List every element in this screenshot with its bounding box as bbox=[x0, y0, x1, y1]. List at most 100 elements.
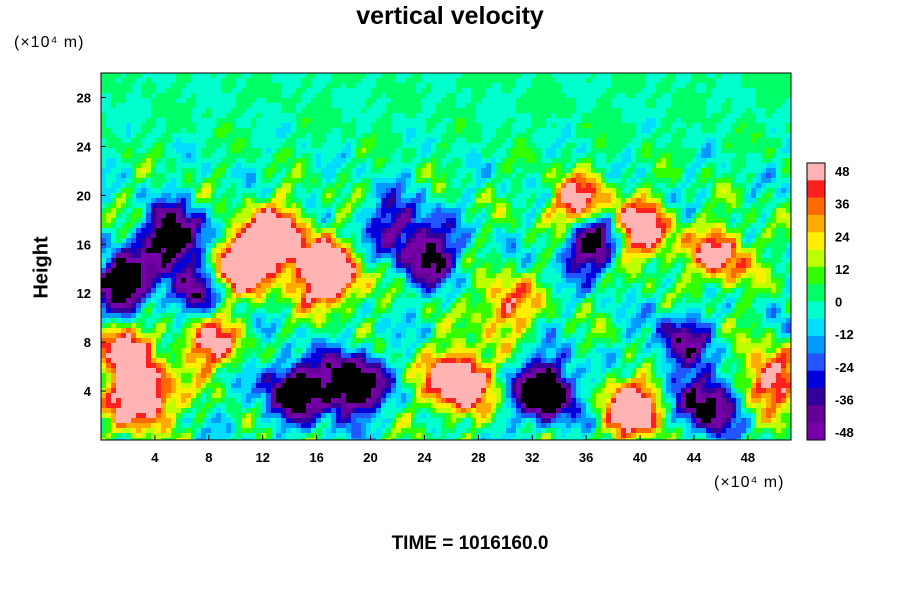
heatmap-cell bbox=[446, 243, 452, 249]
heatmap-cell bbox=[471, 103, 477, 109]
heatmap-cell bbox=[511, 153, 517, 159]
heatmap-cell bbox=[641, 243, 647, 249]
heatmap-cell bbox=[166, 213, 172, 219]
heatmap-cell bbox=[781, 83, 787, 89]
heatmap-cell bbox=[586, 213, 592, 219]
heatmap-cell bbox=[631, 228, 637, 234]
heatmap-cell bbox=[711, 223, 717, 229]
heatmap-cell bbox=[511, 218, 517, 224]
heatmap-cell bbox=[306, 203, 312, 209]
heatmap-cell bbox=[516, 128, 522, 134]
heatmap-cell bbox=[386, 248, 392, 254]
heatmap-cell bbox=[561, 163, 567, 169]
heatmap-cell bbox=[746, 228, 752, 234]
heatmap-cell bbox=[241, 133, 247, 139]
heatmap-cell bbox=[516, 153, 522, 159]
heatmap-cell bbox=[286, 213, 292, 219]
heatmap-cell bbox=[416, 173, 422, 179]
heatmap-cell bbox=[711, 208, 717, 214]
heatmap-cell bbox=[131, 223, 137, 229]
heatmap-cell bbox=[596, 98, 602, 104]
heatmap-cell bbox=[236, 88, 242, 94]
heatmap-cell bbox=[186, 218, 192, 224]
heatmap-cell bbox=[706, 133, 712, 139]
heatmap-cell bbox=[346, 183, 352, 189]
heatmap-cell bbox=[566, 178, 572, 184]
heatmap-cell bbox=[706, 233, 712, 239]
heatmap-cell bbox=[726, 248, 732, 254]
heatmap-cell bbox=[741, 108, 747, 114]
heatmap-cell bbox=[506, 228, 512, 234]
heatmap-cell bbox=[651, 118, 657, 124]
heatmap-cell bbox=[406, 233, 412, 239]
heatmap-cell bbox=[276, 148, 282, 154]
heatmap-cell bbox=[186, 213, 192, 219]
heatmap-cell bbox=[406, 143, 412, 149]
heatmap-cell bbox=[221, 138, 227, 144]
heatmap-cell bbox=[641, 128, 647, 134]
heatmap-cell bbox=[476, 188, 482, 194]
heatmap-cell bbox=[486, 168, 492, 174]
heatmap-cell bbox=[186, 118, 192, 124]
heatmap-cell bbox=[366, 248, 372, 254]
heatmap-cell bbox=[686, 168, 692, 174]
heatmap-cell bbox=[701, 193, 707, 199]
heatmap-cell bbox=[626, 73, 632, 79]
heatmap-cell bbox=[526, 208, 532, 214]
heatmap-cell bbox=[531, 158, 537, 164]
heatmap-cell bbox=[351, 198, 357, 204]
heatmap-cell bbox=[606, 178, 612, 184]
heatmap-cell bbox=[461, 108, 467, 114]
heatmap-cell bbox=[406, 228, 412, 234]
heatmap-cell bbox=[591, 133, 597, 139]
heatmap-cell bbox=[616, 168, 622, 174]
heatmap-cell bbox=[756, 168, 762, 174]
heatmap-cell bbox=[161, 128, 167, 134]
heatmap-cell bbox=[261, 73, 267, 79]
heatmap-cell bbox=[556, 218, 562, 224]
heatmap-cell bbox=[491, 153, 497, 159]
heatmap-cell bbox=[281, 223, 287, 229]
heatmap-cell bbox=[496, 163, 502, 169]
heatmap-cell bbox=[566, 73, 572, 79]
heatmap-cell bbox=[271, 238, 277, 244]
heatmap-cell bbox=[391, 198, 397, 204]
heatmap-cell bbox=[491, 133, 497, 139]
heatmap-cell bbox=[391, 143, 397, 149]
heatmap-cell bbox=[716, 118, 722, 124]
heatmap-cell bbox=[191, 213, 197, 219]
heatmap-cell bbox=[476, 108, 482, 114]
heatmap-cell bbox=[471, 148, 477, 154]
heatmap-cell bbox=[116, 108, 122, 114]
heatmap-cell bbox=[736, 248, 742, 254]
heatmap-cell bbox=[351, 173, 357, 179]
heatmap-cell bbox=[241, 163, 247, 169]
heatmap-cell bbox=[441, 78, 447, 84]
heatmap-cell bbox=[491, 148, 497, 154]
heatmap-cell bbox=[661, 123, 667, 129]
heatmap-cell bbox=[406, 173, 412, 179]
heatmap-cell bbox=[736, 108, 742, 114]
heatmap-cell bbox=[696, 143, 702, 149]
heatmap-cell bbox=[381, 223, 387, 229]
heatmap-cell bbox=[426, 118, 432, 124]
heatmap-cell bbox=[736, 83, 742, 89]
heatmap-cell bbox=[426, 248, 432, 254]
heatmap-cell bbox=[646, 163, 652, 169]
heatmap-cell bbox=[111, 243, 117, 249]
heatmap-cell bbox=[231, 83, 237, 89]
heatmap-cell bbox=[496, 133, 502, 139]
heatmap-cell bbox=[726, 168, 732, 174]
heatmap-cell bbox=[181, 198, 187, 204]
heatmap-cell bbox=[696, 133, 702, 139]
heatmap-cell bbox=[186, 108, 192, 114]
heatmap-cell bbox=[396, 178, 402, 184]
heatmap-cell bbox=[436, 193, 442, 199]
heatmap-cell bbox=[271, 123, 277, 129]
heatmap-cell bbox=[121, 218, 127, 224]
heatmap-cell bbox=[476, 98, 482, 104]
heatmap-cell bbox=[536, 73, 542, 79]
heatmap-cell bbox=[156, 248, 162, 254]
heatmap-cell bbox=[731, 193, 737, 199]
